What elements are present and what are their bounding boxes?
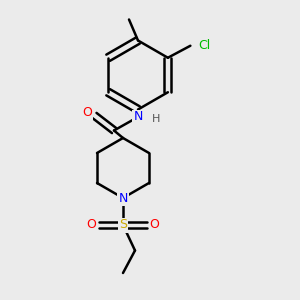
Text: N: N	[118, 191, 128, 205]
Text: N: N	[133, 110, 143, 124]
Text: O: O	[82, 106, 92, 119]
Text: O: O	[87, 218, 96, 232]
Text: Cl: Cl	[198, 39, 210, 52]
Text: O: O	[150, 218, 159, 232]
Text: H: H	[152, 113, 160, 124]
Text: S: S	[119, 218, 127, 232]
